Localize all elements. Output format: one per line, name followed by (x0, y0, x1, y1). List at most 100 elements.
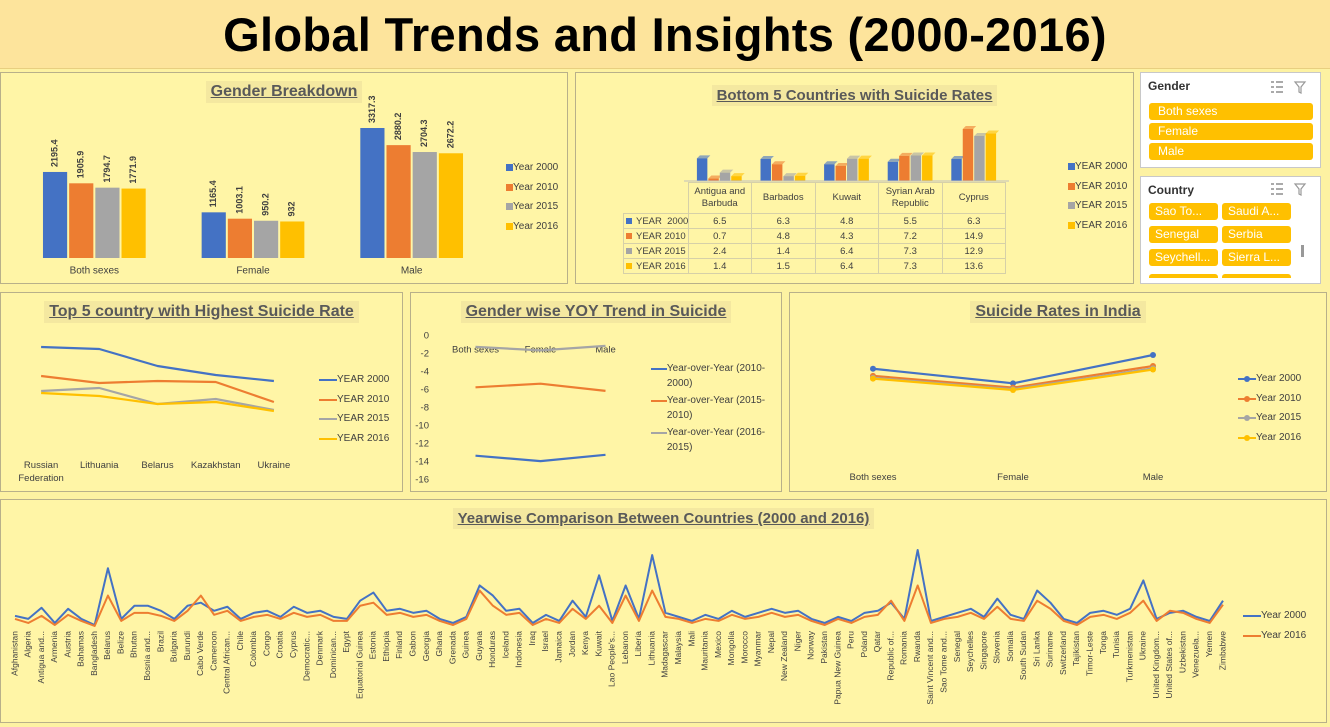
y-tick-label: -10 (415, 421, 429, 432)
legend-swatch (626, 217, 632, 224)
slicer-item[interactable]: Seychell... (1149, 249, 1218, 266)
x-tick-label: Singapore (978, 631, 988, 670)
x-tick-label: Gabon (407, 631, 417, 657)
table-row-head: YEAR 2016 (623, 258, 689, 274)
table-header-cell: Cyprus (941, 182, 1006, 214)
x-tick-label: Rwanda (912, 631, 922, 662)
legend-swatch (506, 222, 513, 230)
legend-swatch (319, 379, 337, 381)
slicer-item[interactable]: Senegal (1149, 226, 1218, 243)
bar-top (899, 152, 913, 156)
slicer-item[interactable]: Sao To... (1149, 203, 1218, 220)
legend-item: Year 2000 (1238, 371, 1313, 386)
marker (1010, 387, 1016, 393)
x-tick-label: Estonia (368, 631, 378, 660)
bar-top (771, 161, 786, 165)
y-tick-label: -4 (421, 367, 429, 378)
table-cell: 7.3 (878, 258, 943, 274)
legend-item: Year 2000 (506, 160, 566, 175)
x-tick-label: Congo (261, 631, 271, 656)
bar (962, 129, 974, 181)
x-tick-label: Burundi (182, 631, 192, 660)
y-tick-label: -2 (421, 349, 429, 360)
chart-title: Gender Breakdown (205, 81, 363, 103)
bar (985, 133, 997, 181)
slicer-item[interactable]: Sierra L... (1222, 249, 1291, 266)
legend-label: YEAR 2010 (337, 393, 390, 405)
slicer-item[interactable]: Saudi A... (1222, 203, 1291, 220)
legend-label: YEAR 2000 (337, 374, 390, 385)
legend-swatch (1238, 434, 1256, 441)
slicer-item[interactable]: Female (1149, 123, 1313, 140)
legend-marker (1244, 434, 1250, 441)
slicer-title: Country (1148, 183, 1194, 197)
bar (696, 158, 708, 181)
legend-label: YEAR 2000 (1075, 161, 1128, 172)
data-label: 1003.1 (234, 186, 244, 214)
legend-item: Year-over-Year (2016-2015) (651, 425, 776, 455)
bar-top (985, 130, 1000, 134)
legend-label: Year 2000 (1261, 610, 1307, 621)
legend-label: YEAR 2016 (1075, 219, 1128, 231)
bar-top (835, 162, 849, 166)
bar-top (922, 152, 936, 156)
chart-title: Top 5 country with Highest Suicide Rate (44, 301, 359, 323)
chart-panel: Bottom 5 Countries with Suicide Rates An… (575, 72, 1134, 284)
legend-item: Year 2000 (1243, 608, 1323, 623)
x-tick-label: Kenya (580, 631, 590, 655)
x-tick-label: Morocco (739, 631, 749, 664)
legend-swatch (1068, 221, 1075, 229)
chart (870, 352, 1156, 393)
slicer-item-partial[interactable] (1222, 274, 1291, 278)
legend-label: Year 2000 (513, 162, 559, 173)
legend-swatch (319, 398, 337, 401)
x-tick-label: Central African... (222, 631, 232, 694)
x-tick-label: Belarus (141, 460, 174, 471)
legend-item: YEAR 2000 (1068, 159, 1128, 174)
slicer-icons[interactable] (1269, 181, 1309, 197)
slicer-item[interactable]: Both sexes (1149, 103, 1313, 120)
data-label: 932 (287, 201, 297, 216)
x-tick-label: Nepal (766, 631, 776, 653)
legend-label: YEAR 2010 (1075, 180, 1128, 192)
x-tick-label: Venezuela... (1191, 631, 1201, 678)
legend-item: YEAR 2015 (1068, 198, 1128, 213)
legend-label: YEAR 2015 (1075, 200, 1128, 211)
bar-top (794, 172, 809, 176)
row-label: YEAR 2016 (636, 260, 686, 272)
x-tick-label: Suriname (1045, 631, 1055, 668)
y-tick-label: -8 (421, 403, 429, 414)
legend-item: Year 2016 (1243, 628, 1323, 643)
y-tick-label: -6 (421, 385, 429, 396)
x-tick-label: Liberia (633, 631, 643, 657)
data-label: 1165.4 (208, 180, 218, 207)
x-tick-label: Bulgaria (169, 631, 179, 662)
legend-swatch (626, 262, 632, 269)
x-tick-label: Guinea (461, 631, 471, 659)
bar (719, 172, 731, 181)
slicer-item[interactable]: Serbia (1222, 226, 1291, 243)
table-header-cell: Barbados (751, 182, 816, 214)
legend-label: Year 2000 (1256, 373, 1302, 384)
scrollbar[interactable] (1301, 245, 1304, 257)
bar (835, 165, 846, 181)
legend-swatch (319, 437, 337, 440)
bar-top (858, 155, 872, 159)
line (14, 549, 1224, 626)
table-row-head: YEAR 2010 (623, 228, 689, 244)
legend-label: Year-over-Year (2010-2000) (666, 363, 766, 389)
table-header-cell: Kuwait (814, 182, 879, 214)
slicer-icons[interactable] (1269, 79, 1309, 95)
data-label: 1794.7 (102, 155, 112, 183)
legend-swatch (1238, 415, 1256, 421)
x-tick-label: Antigua and... (36, 631, 46, 683)
x-tick-label: Tajikistan (1071, 631, 1081, 666)
legend-swatch (1068, 182, 1075, 190)
x-tick-label: Jamaica (554, 631, 564, 663)
slicer-item[interactable]: Male (1149, 143, 1313, 160)
bar-top (824, 161, 838, 165)
table-header-cell: Syrian Arab Republic (878, 182, 943, 214)
slicer-item-partial[interactable] (1149, 274, 1218, 278)
table-row: YEAR 2000 6.5 6.3 4.8 5.5 6.3 (623, 213, 1006, 229)
